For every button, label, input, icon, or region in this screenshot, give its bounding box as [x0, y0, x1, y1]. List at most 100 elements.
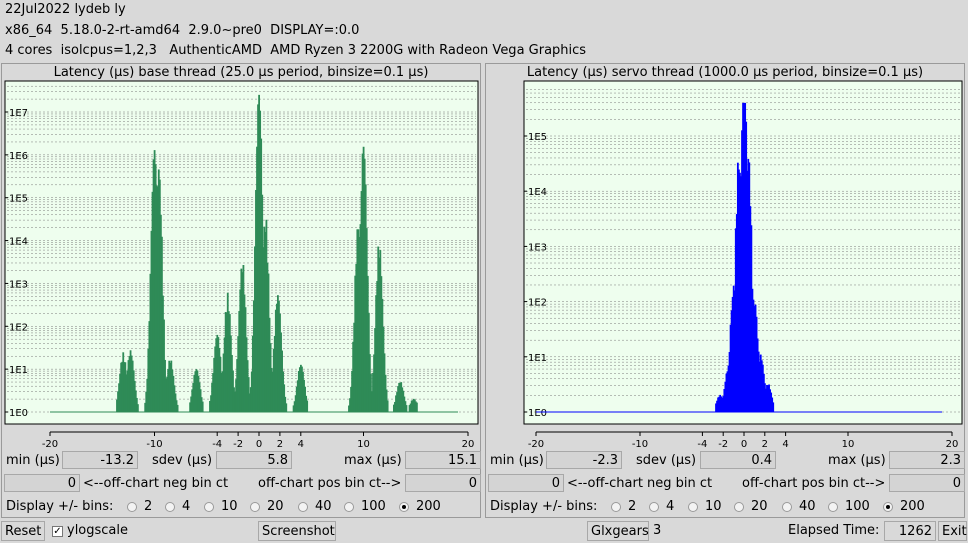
- elapsed-time-value: 1262: [884, 521, 936, 541]
- histogram-bar: [395, 395, 397, 412]
- histogram-bar: [722, 396, 725, 412]
- bin-radio-4[interactable]: [649, 502, 659, 512]
- histogram-bar: [413, 399, 416, 412]
- histogram-bar: [718, 396, 721, 412]
- histogram-bar: [226, 292, 229, 412]
- bin-radio-2[interactable]: [127, 502, 137, 512]
- y-tick-label: 1E2: [9, 322, 28, 333]
- histogram-bar: [250, 371, 253, 412]
- histogram-bar: [730, 310, 733, 412]
- histogram-bar: [731, 296, 734, 412]
- histogram-bar: [173, 385, 176, 412]
- x-tick-label: 10: [842, 439, 855, 450]
- histogram-bar: [756, 338, 759, 412]
- histogram-bar: [770, 392, 773, 412]
- histogram-bar: [721, 397, 724, 412]
- screenshot-button[interactable]: Screenshot: [258, 521, 336, 541]
- histogram-bar: [379, 250, 382, 412]
- histogram-bar: [358, 236, 361, 412]
- exit-button[interactable]: Exit: [938, 521, 967, 541]
- histogram-bar: [218, 347, 221, 412]
- histogram-bar: [357, 229, 360, 412]
- histogram-bar: [239, 289, 242, 412]
- histogram-bar: [198, 382, 201, 412]
- histogram-bar: [196, 370, 199, 412]
- bin-label-100: 100: [845, 499, 870, 514]
- histogram-bar: [278, 300, 280, 412]
- histogram-bar: [258, 94, 260, 412]
- y-tick-label: 1E1: [528, 353, 547, 364]
- histogram-bar: [371, 391, 373, 412]
- bin-radio-200[interactable]: [883, 502, 893, 512]
- histogram-bar: [403, 396, 406, 412]
- bin-radio-100[interactable]: [828, 502, 838, 512]
- histogram-bar: [404, 401, 407, 412]
- histogram-bar: [385, 389, 388, 412]
- ylogscale-checkbox[interactable]: ✓: [52, 526, 63, 537]
- histogram-bar: [242, 265, 245, 412]
- stats-row: min (µs) -13.2 sdev (µs) 5.8 max (µs) 15…: [2, 451, 481, 473]
- histogram-bar: [373, 354, 375, 412]
- histogram-bar: [224, 312, 227, 412]
- histogram-bar: [400, 382, 403, 412]
- histogram-bar: [261, 194, 264, 412]
- bin-radio-2[interactable]: [611, 502, 621, 512]
- histogram-bar: [415, 402, 418, 412]
- y-tick-label: 1E6: [9, 151, 28, 162]
- histogram-bar: [214, 346, 217, 412]
- histogram-bar: [384, 374, 387, 412]
- bin-radio-40[interactable]: [298, 502, 308, 512]
- histogram-bar: [734, 228, 737, 412]
- bin-label-10: 10: [705, 499, 722, 514]
- histogram-bar: [146, 378, 149, 412]
- bin-radio-4[interactable]: [165, 502, 175, 512]
- histogram-bar: [301, 366, 303, 412]
- bin-radio-40[interactable]: [782, 502, 792, 512]
- histogram-bar: [260, 138, 263, 412]
- histogram-bar: [243, 294, 246, 412]
- x-tick-label: -20: [42, 439, 58, 450]
- histogram-bar: [244, 307, 247, 412]
- histogram-bar: [300, 364, 302, 412]
- histogram-bar: [363, 158, 366, 412]
- histogram-bar: [751, 288, 754, 412]
- bins-row: Display +/- bins: 2 4 10 20 40 100 200: [486, 497, 964, 519]
- bin-label-20: 20: [751, 499, 768, 514]
- histogram-bar: [144, 402, 147, 412]
- histogram-bar: [259, 110, 262, 413]
- x-tick-label: -10: [146, 439, 162, 450]
- histogram-bar: [176, 404, 179, 412]
- histogram-bar: [725, 373, 728, 412]
- bin-radio-100[interactable]: [344, 502, 354, 512]
- histogram-bar: [715, 403, 717, 412]
- histogram-bar: [348, 405, 350, 412]
- x-tick-label: 4: [782, 439, 788, 450]
- min-value: -2.3: [546, 451, 622, 469]
- y-tick-label: 1E3: [9, 279, 28, 290]
- x-tick-label: 10: [357, 439, 370, 450]
- histogram-bar: [217, 337, 220, 412]
- histogram-bar: [765, 388, 767, 412]
- bin-radio-10[interactable]: [688, 502, 698, 512]
- sdev-label: sdev (µs): [636, 453, 697, 468]
- bin-radio-200[interactable]: [399, 502, 409, 512]
- histogram-bar: [767, 385, 769, 412]
- histogram-bar: [271, 371, 274, 412]
- histogram-bar: [255, 189, 257, 412]
- bin-radio-10[interactable]: [204, 502, 214, 512]
- reset-button[interactable]: Reset: [1, 521, 46, 541]
- histogram-bar: [719, 394, 722, 412]
- pos-bin-label: off-chart pos bin ct-->: [742, 476, 886, 491]
- histogram-bar: [302, 371, 304, 412]
- histogram-bar: [132, 370, 135, 412]
- histogram-bar: [377, 246, 380, 412]
- histogram-bar: [170, 360, 173, 412]
- histogram-bar: [117, 391, 119, 412]
- histogram-bar: [372, 372, 374, 412]
- bin-radio-20[interactable]: [734, 502, 744, 512]
- glxgears-button[interactable]: Glxgears: [587, 521, 649, 541]
- bin-radio-20[interactable]: [250, 502, 260, 512]
- histogram-bar: [265, 219, 268, 412]
- bin-label-100: 100: [361, 499, 386, 514]
- bin-label-4: 4: [666, 499, 675, 514]
